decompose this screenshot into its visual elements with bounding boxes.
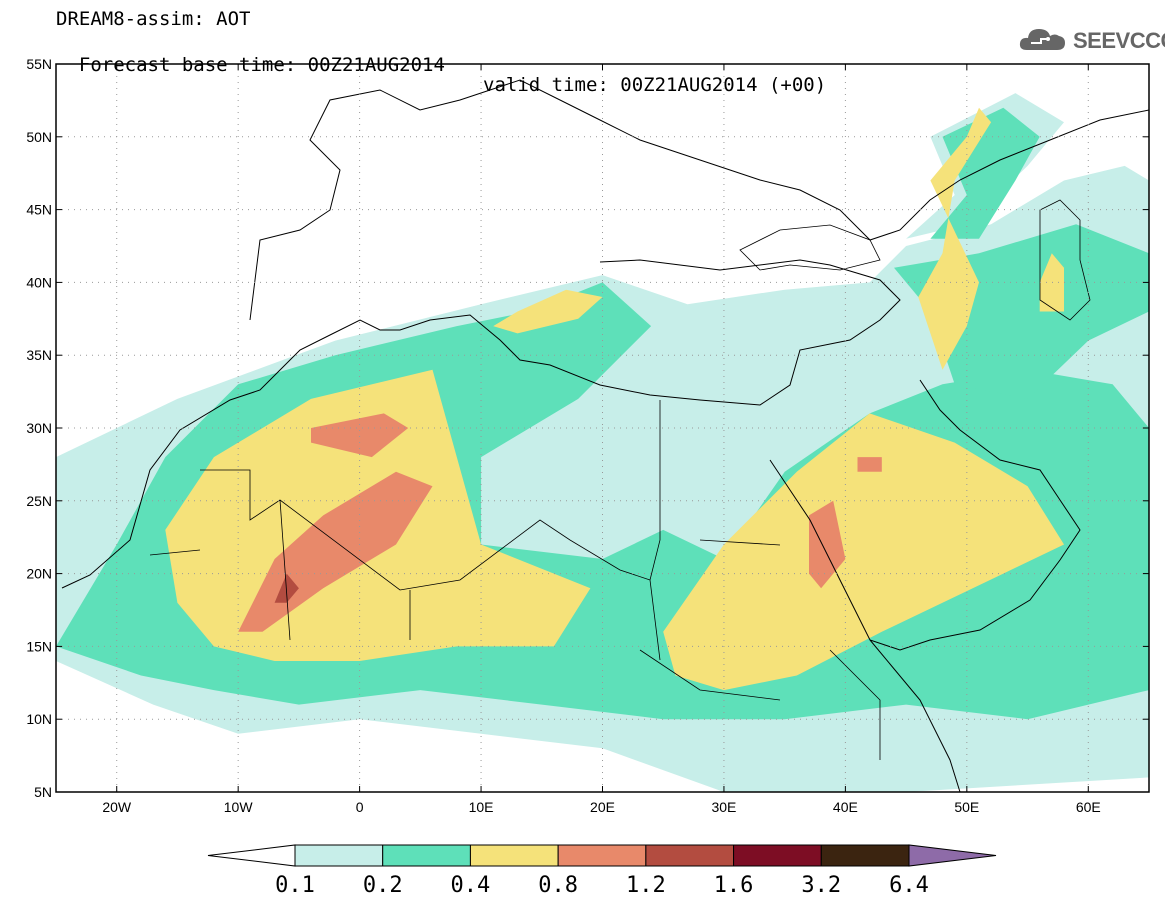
- colorbar-level-label: 1.2: [626, 873, 666, 898]
- aot-region-1_2-14: [274, 573, 299, 603]
- y-tick-label: 30N: [26, 420, 52, 436]
- x-tick-label: 0: [356, 799, 364, 815]
- aot-region-0_4-6: [663, 413, 1064, 691]
- colorbar-level-label: 0.4: [451, 873, 491, 898]
- y-tick-label: 45N: [26, 202, 52, 218]
- colorbar-level-label: 1.6: [714, 873, 754, 898]
- x-tick-label: 40E: [833, 799, 858, 815]
- colorbar-level-label: 6.4: [889, 873, 929, 898]
- colorbar-swatch: [645, 844, 735, 867]
- y-tick-label: 5N: [34, 784, 52, 800]
- colorbar-swatch: [733, 844, 822, 867]
- aot-region-0_4-7: [493, 289, 603, 334]
- coastlines-and-borders: [61, 79, 1149, 792]
- colorbar-swatch: [820, 844, 910, 867]
- colorbar: 0.1 0.2 0.4 0.8 1.2 1.6 3.2 6.4: [207, 844, 997, 898]
- blacksea-coast: [739, 224, 881, 271]
- colorbar-swatch: [382, 844, 471, 867]
- forecast-base-time: Forecast base time: 00Z21AUG2014 valid t…: [56, 35, 826, 95]
- coastline-hornafrica: [869, 639, 961, 792]
- x-tick-label: 20E: [590, 799, 615, 815]
- aot-region-0_4-9: [1039, 253, 1064, 312]
- y-tick-label: 50N: [26, 129, 52, 145]
- y-tick-label: 20N: [26, 566, 52, 582]
- axis-ticks: 20W 10W 0 10E 20E 30E 40E 50E 60E 55N 50N 45N 40N 35N…: [26, 56, 1149, 815]
- aot-region-0_8-13: [857, 457, 882, 472]
- aot-region-0_8-11: [311, 413, 409, 458]
- y-tick-label: 10N: [26, 711, 52, 727]
- logo-text: SEEVCCC: [1073, 28, 1165, 53]
- aot-region-0_8-12: [809, 500, 846, 589]
- map-title: DREAM8-assim: AOT: [56, 8, 251, 30]
- y-tick-label: 35N: [26, 347, 52, 363]
- cloud-icon: [1019, 29, 1065, 50]
- colorbar-swatch: [294, 844, 384, 867]
- colorbar-level-label: 3.2: [801, 873, 841, 898]
- colorbar-low-arrow: [207, 844, 296, 867]
- seevccc-logo: SEEVCCC: [1017, 24, 1165, 56]
- caspian-coast: [1039, 199, 1091, 321]
- x-tick-label: 30E: [711, 799, 736, 815]
- colorbar-level-label: 0.2: [363, 873, 403, 898]
- coastline: [61, 259, 901, 589]
- coastline-redsea: [769, 379, 1081, 651]
- base-time-text: Forecast base time: 00Z21AUG2014: [78, 54, 445, 76]
- x-tick-label: 10W: [224, 799, 254, 815]
- aot-region-0_4-8: [918, 107, 992, 370]
- colorbar-swatch: [469, 844, 559, 867]
- x-tick-label: 20W: [102, 799, 132, 815]
- colorbar-level-label: 0.1: [275, 873, 315, 898]
- colorbar-swatch: [557, 844, 647, 867]
- x-tick-label: 60E: [1076, 799, 1101, 815]
- border-lines: [149, 400, 881, 760]
- valid-time-text: valid time: 00Z21AUG2014 (+00): [483, 74, 827, 96]
- y-tick-label: 55N: [26, 56, 52, 72]
- colorbar-high-arrow: [908, 844, 997, 867]
- x-tick-label: 10E: [469, 799, 494, 815]
- y-tick-label: 15N: [26, 638, 52, 654]
- colorbar-level-label: 0.8: [538, 873, 578, 898]
- coastline-europe: [249, 79, 1149, 321]
- y-tick-label: 40N: [26, 274, 52, 290]
- x-tick-label: 50E: [954, 799, 979, 815]
- aot-region-0_2-3: [930, 107, 1040, 239]
- y-tick-label: 25N: [26, 493, 52, 509]
